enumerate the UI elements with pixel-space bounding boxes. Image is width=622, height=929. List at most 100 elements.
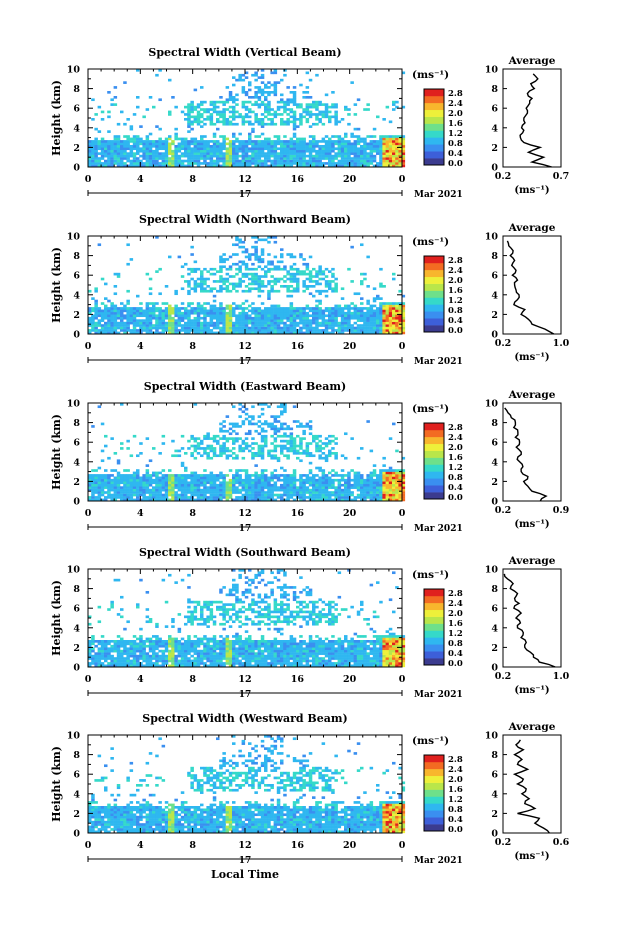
heatmap-cell	[88, 654, 92, 658]
heatmap-cell	[321, 452, 326, 455]
heatmap-cell	[200, 103, 204, 106]
heatmap-cell	[392, 491, 396, 494]
heatmap-cell	[337, 142, 342, 146]
heatmap-cell	[273, 86, 278, 89]
heatmap-cell	[254, 250, 258, 254]
heatmap-cell	[292, 452, 297, 455]
heatmap-cell	[225, 491, 230, 494]
x-tick-label: 12	[238, 341, 251, 352]
heatmap-cell	[347, 309, 351, 313]
heatmap-cell	[235, 152, 239, 155]
heatmap-cell	[305, 110, 310, 114]
heatmap-cell	[331, 154, 335, 158]
heatmap-cell	[209, 162, 214, 165]
heatmap-cell	[116, 140, 121, 143]
colorbar-swatch	[424, 102, 444, 111]
heatmap-cell	[196, 486, 201, 489]
heatmap-cell	[91, 307, 95, 310]
heatmap-cell	[376, 311, 380, 315]
heatmap-cell	[324, 324, 329, 327]
heatmap-cell	[212, 326, 217, 330]
heatmap-cell	[254, 154, 258, 158]
heatmap-cell	[148, 147, 153, 151]
heatmap-cell	[347, 478, 351, 482]
heatmap-cell	[273, 415, 278, 418]
heatmap-cell	[388, 491, 393, 494]
heatmap-cell	[312, 437, 316, 440]
heatmap-cell	[296, 157, 300, 160]
heatmap-cell	[241, 122, 246, 126]
heatmap-cell	[302, 498, 306, 502]
heatmap-cell	[331, 452, 335, 455]
heatmap-cell	[264, 105, 268, 109]
heatmap-cell	[244, 329, 249, 332]
heatmap-cell	[344, 152, 348, 155]
heatmap-cell	[251, 130, 255, 133]
heatmap-cell	[190, 493, 194, 497]
heatmap-cell	[395, 140, 399, 143]
heatmap-cell	[168, 321, 172, 325]
heatmap-cell	[254, 115, 258, 119]
heatmap-cell	[222, 122, 226, 126]
heatmap-cell	[388, 319, 393, 322]
heatmap-cell	[174, 326, 178, 330]
heatmap-cell	[270, 159, 274, 163]
heatmap-cell	[129, 476, 134, 480]
heatmap-cell	[212, 164, 217, 168]
heatmap-cell	[315, 164, 319, 168]
heatmap-cell	[190, 149, 194, 153]
heatmap-cell	[241, 331, 246, 335]
heatmap-cell	[203, 483, 207, 487]
heatmap-cell	[254, 319, 258, 322]
y-axis-label: Height (km)	[50, 247, 63, 323]
heatmap-cell	[280, 412, 284, 416]
heatmap-cell	[203, 449, 207, 453]
heatmap-cell	[216, 314, 220, 318]
heatmap-cell	[212, 486, 217, 489]
heatmap-cell	[187, 152, 191, 155]
heatmap-cell	[360, 164, 364, 168]
heatmap-cell	[94, 149, 98, 153]
heatmap-cell	[334, 454, 338, 458]
heatmap-cell	[286, 272, 290, 276]
heatmap-cell	[388, 474, 393, 477]
heatmap-cell	[366, 324, 370, 327]
heatmap-cell	[276, 405, 281, 409]
heatmap-cell	[270, 152, 274, 155]
heatmap-cell	[260, 260, 265, 264]
heatmap-cell	[299, 164, 303, 168]
heatmap-cell	[248, 255, 252, 259]
heatmap-cell	[129, 488, 134, 492]
heatmap-cell	[392, 474, 396, 477]
heatmap-cell	[273, 69, 278, 72]
heatmap-cell	[222, 496, 226, 499]
heatmap-cell	[228, 432, 233, 436]
heatmap-cell	[209, 321, 214, 325]
colorbar-units: (ms⁻¹)	[412, 236, 449, 248]
heatmap-cell	[267, 142, 271, 146]
heatmap-cell	[232, 122, 236, 126]
heatmap-cell	[100, 277, 105, 281]
heatmap-cell	[305, 474, 310, 477]
heatmap-cell	[340, 309, 345, 313]
heatmap-cell	[241, 439, 246, 443]
heatmap-cell	[264, 469, 268, 472]
avg-y-tick-label: 2	[491, 477, 498, 488]
x-tick-label: 0	[399, 508, 406, 519]
heatmap-cell	[129, 481, 134, 485]
heatmap-cell	[180, 145, 185, 148]
heatmap-cell	[174, 474, 178, 477]
heatmap-cell	[126, 316, 130, 320]
heatmap-cell	[120, 159, 124, 163]
heatmap-cell	[254, 316, 258, 320]
heatmap-cell	[273, 329, 278, 332]
heatmap-cell	[280, 140, 284, 143]
heatmap-cell	[216, 331, 220, 335]
heatmap-cell	[270, 83, 274, 87]
heatmap-cell	[270, 162, 274, 165]
heatmap-cell	[225, 118, 230, 121]
heatmap-cell	[363, 147, 367, 151]
heatmap-cell	[190, 157, 194, 160]
heatmap-cell	[289, 329, 294, 332]
heatmap-cell	[120, 140, 124, 143]
